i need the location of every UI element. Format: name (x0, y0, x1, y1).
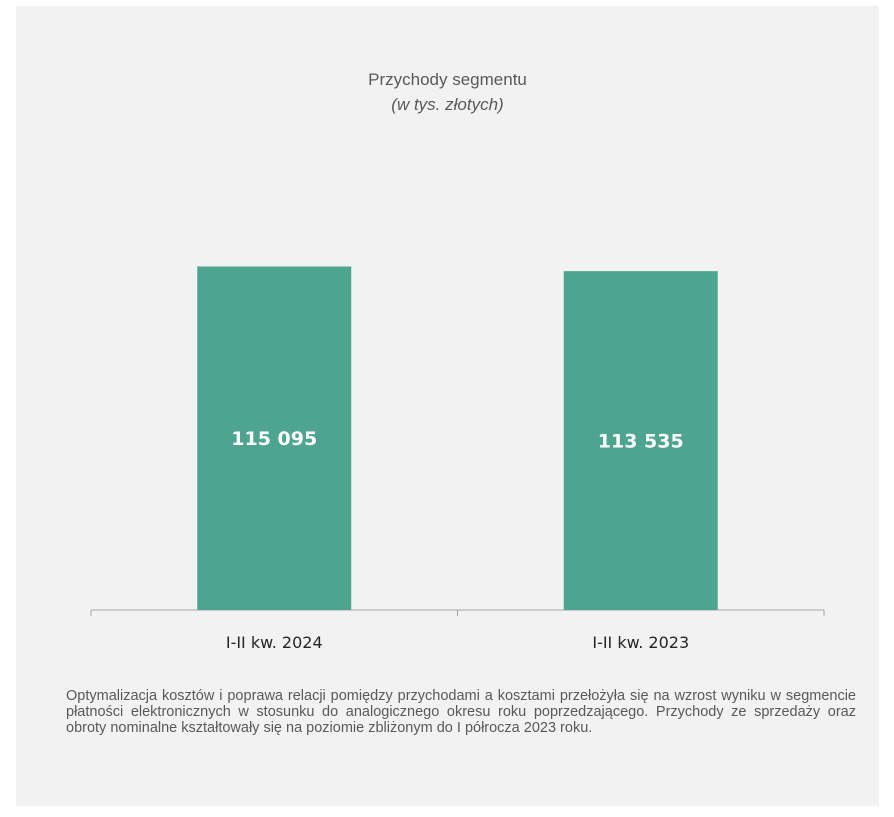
bar-value-label: 113 535 (598, 431, 684, 453)
chart-title: Przychody segmentu (368, 70, 527, 89)
chart-subtitle: (w tys. złotych) (391, 95, 504, 114)
bar-chart: 115 095 I-II kw. 2024 113 535 I-II kw. 2023 (90, 266, 825, 652)
description-text: Optymalizacja kosztów i poprawa relacji … (66, 688, 856, 736)
bar-value-label: 115 095 (231, 428, 317, 450)
x-tick-label: I-II kw. 2024 (226, 633, 323, 652)
chart-panel: Przychody segmentu (w tys. złotych) 115 … (16, 6, 879, 806)
bar-1 (197, 266, 352, 610)
x-tick-label: I-II kw. 2023 (592, 633, 689, 652)
bar-2 (563, 271, 718, 610)
